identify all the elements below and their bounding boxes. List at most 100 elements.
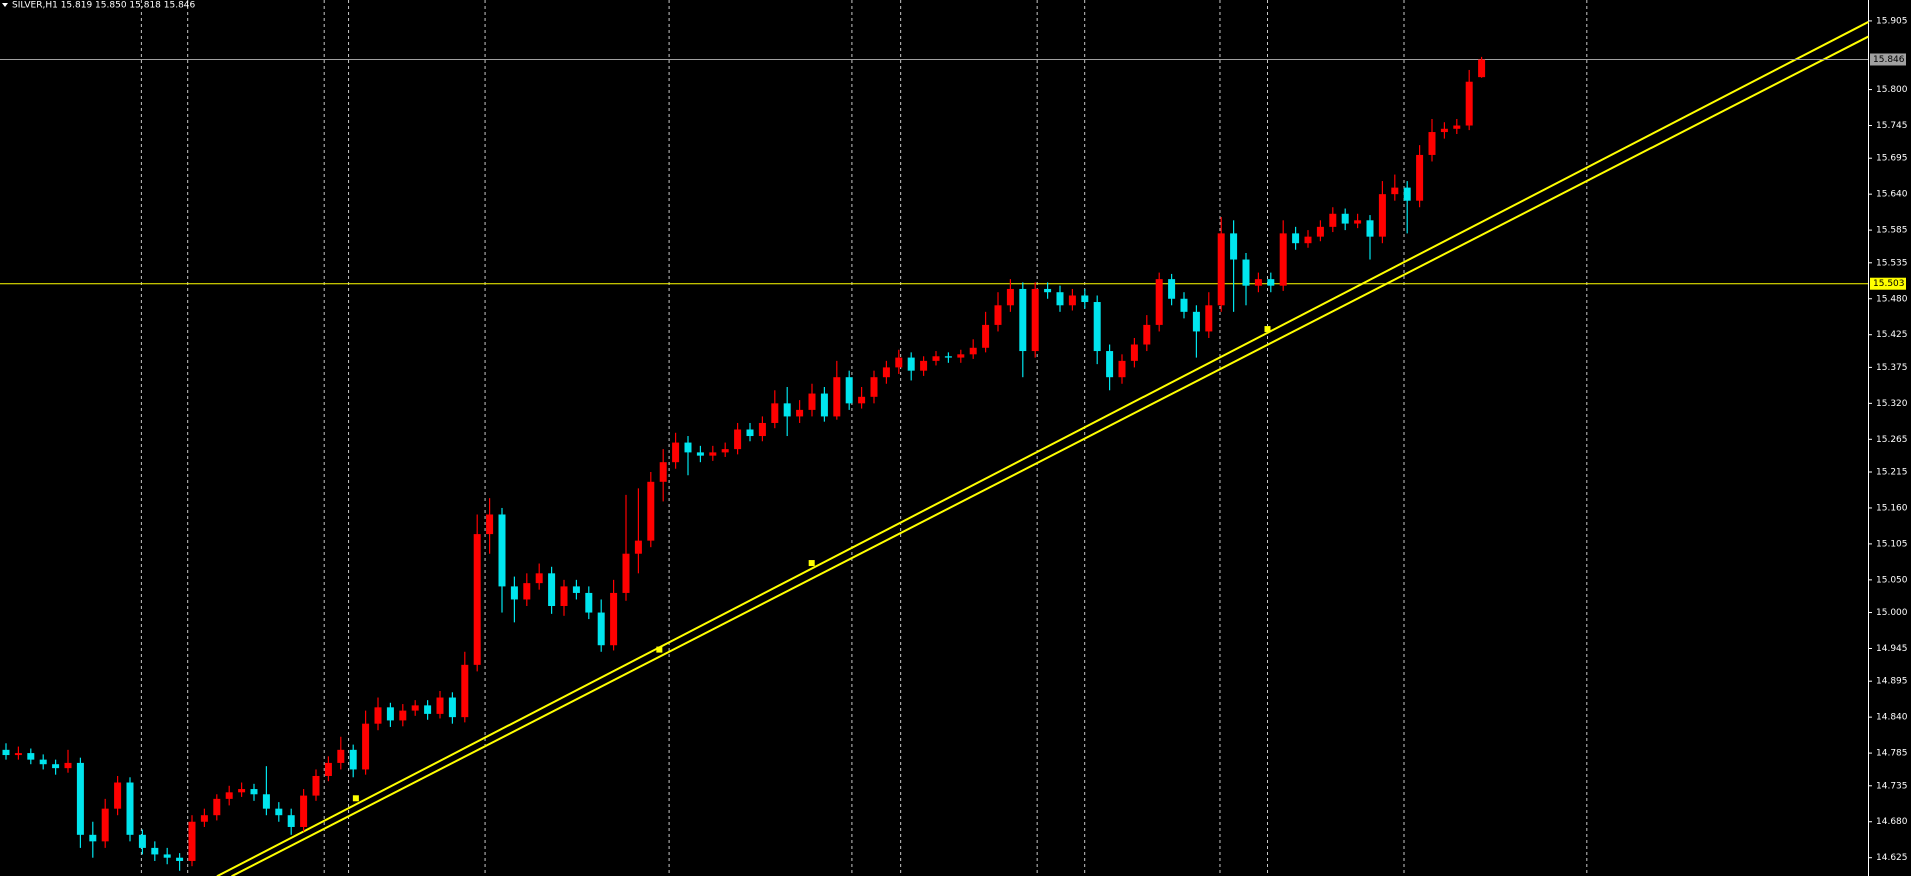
candle-body bbox=[932, 356, 940, 361]
candle-body bbox=[225, 792, 233, 799]
candle-body bbox=[1279, 233, 1287, 286]
y-tick-label: 14.680 bbox=[1876, 817, 1908, 827]
candle-body bbox=[399, 710, 407, 721]
candle-body bbox=[585, 592, 593, 613]
candle-body bbox=[684, 442, 692, 453]
candle-body bbox=[312, 775, 320, 796]
candle-body bbox=[486, 514, 494, 535]
candle-body bbox=[1378, 194, 1386, 237]
candle-body bbox=[473, 534, 481, 665]
candle-body bbox=[783, 403, 791, 417]
candle-body bbox=[920, 360, 928, 371]
candle-body bbox=[76, 762, 84, 835]
candle-body bbox=[213, 798, 221, 816]
candle-body bbox=[1205, 305, 1213, 332]
candle-body bbox=[833, 377, 841, 417]
candle-body bbox=[138, 834, 146, 848]
candle-body bbox=[1292, 233, 1300, 244]
candle-body bbox=[1168, 279, 1176, 299]
trendline-anchor bbox=[808, 560, 815, 567]
candle-body bbox=[870, 377, 878, 397]
candle-body bbox=[498, 514, 506, 587]
candle-body bbox=[696, 452, 704, 456]
candle-body bbox=[1093, 302, 1101, 352]
candle-body bbox=[200, 815, 208, 822]
y-tick-label: 14.785 bbox=[1876, 749, 1908, 759]
candle-body bbox=[1478, 59, 1486, 78]
trendline bbox=[216, 21, 1869, 876]
y-tick-label: 15.050 bbox=[1876, 575, 1908, 585]
candle-body bbox=[597, 612, 605, 646]
y-tick-label: 14.735 bbox=[1876, 781, 1908, 791]
trendline bbox=[231, 35, 1869, 876]
candle-body bbox=[1366, 220, 1374, 237]
candle-body bbox=[1006, 288, 1014, 306]
candle-body bbox=[758, 422, 766, 437]
candle-body bbox=[1081, 295, 1089, 303]
candle-body bbox=[461, 664, 469, 718]
candle-body bbox=[126, 782, 134, 835]
y-tick-label: 15.160 bbox=[1876, 503, 1908, 513]
candle-body bbox=[1440, 128, 1448, 133]
y-tick-label: 15.375 bbox=[1876, 363, 1908, 373]
candle-body bbox=[386, 707, 394, 721]
candle-body bbox=[808, 393, 816, 410]
y-tick-label: 15.745 bbox=[1876, 121, 1908, 131]
candle-body bbox=[176, 857, 184, 861]
candle-body bbox=[1056, 292, 1064, 306]
candle-body bbox=[1304, 236, 1312, 244]
candle-body bbox=[647, 481, 655, 541]
candle-body bbox=[610, 592, 618, 646]
candle-body bbox=[1106, 351, 1114, 378]
candle-body bbox=[163, 854, 171, 858]
candle-body bbox=[622, 553, 630, 593]
candle-body bbox=[1465, 81, 1473, 126]
candle-body bbox=[523, 583, 531, 600]
candle-body bbox=[1267, 279, 1275, 286]
y-tick-label: 15.800 bbox=[1876, 85, 1908, 95]
candle-body bbox=[1391, 187, 1399, 195]
price-label: 15.503 bbox=[1873, 279, 1905, 289]
candle-body bbox=[1130, 344, 1138, 361]
candle-body bbox=[1453, 125, 1461, 129]
candle-body bbox=[1155, 279, 1163, 325]
candle-body bbox=[2, 749, 10, 756]
candle-body bbox=[337, 749, 345, 763]
candle-body bbox=[188, 821, 196, 861]
candle-body bbox=[1180, 298, 1188, 312]
candle-body bbox=[1143, 324, 1151, 345]
candle-body bbox=[300, 795, 308, 827]
candle-body bbox=[262, 794, 270, 809]
trendline-anchor bbox=[656, 646, 663, 653]
y-tick-label: 15.585 bbox=[1876, 226, 1908, 236]
y-tick-label: 15.535 bbox=[1876, 258, 1908, 268]
candle-body bbox=[349, 749, 357, 770]
candle-body bbox=[858, 396, 866, 404]
candle-body bbox=[1354, 220, 1362, 224]
candle-body bbox=[250, 789, 258, 795]
candle-body bbox=[734, 429, 742, 450]
y-tick-label: 14.895 bbox=[1876, 677, 1908, 687]
y-tick-label: 15.265 bbox=[1876, 435, 1908, 445]
candle-body bbox=[957, 354, 965, 358]
candle-body bbox=[64, 762, 72, 769]
candle-body bbox=[424, 705, 432, 714]
candle-body bbox=[634, 540, 642, 554]
candle-body bbox=[969, 347, 977, 355]
candle-body bbox=[709, 452, 717, 456]
candle-body bbox=[39, 759, 47, 765]
price-label-box bbox=[1870, 53, 1906, 66]
candle-body bbox=[746, 429, 754, 437]
y-tick-label: 14.625 bbox=[1876, 853, 1908, 863]
candle-body bbox=[1068, 295, 1076, 306]
candle-body bbox=[845, 377, 853, 404]
candle-body bbox=[14, 753, 22, 756]
candle-body bbox=[907, 357, 915, 371]
candle-body bbox=[1428, 132, 1436, 155]
price-label: 15.846 bbox=[1873, 55, 1905, 65]
trendline-anchor bbox=[1264, 326, 1271, 333]
candle-body bbox=[672, 442, 680, 463]
